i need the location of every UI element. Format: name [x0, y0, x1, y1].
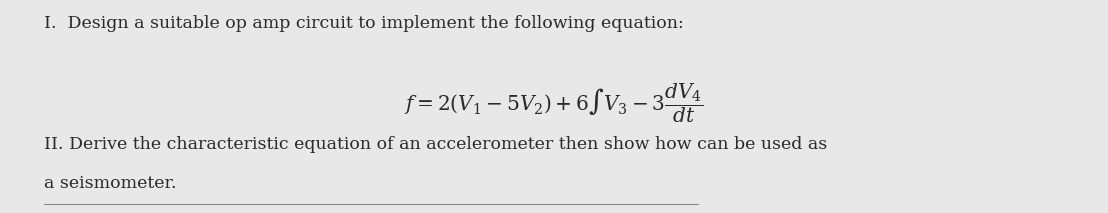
Text: a seismometer.: a seismometer. [44, 175, 177, 192]
Text: I.  Design a suitable op amp circuit to implement the following equation:: I. Design a suitable op amp circuit to i… [44, 15, 684, 32]
Text: $f = 2(V_1 - 5V_2) + 6\int V_3 - 3\dfrac{dV_4}{dt}$: $f = 2(V_1 - 5V_2) + 6\int V_3 - 3\dfrac… [404, 81, 704, 125]
Text: II. Derive the characteristic equation of an accelerometer then show how can be : II. Derive the characteristic equation o… [44, 136, 828, 153]
